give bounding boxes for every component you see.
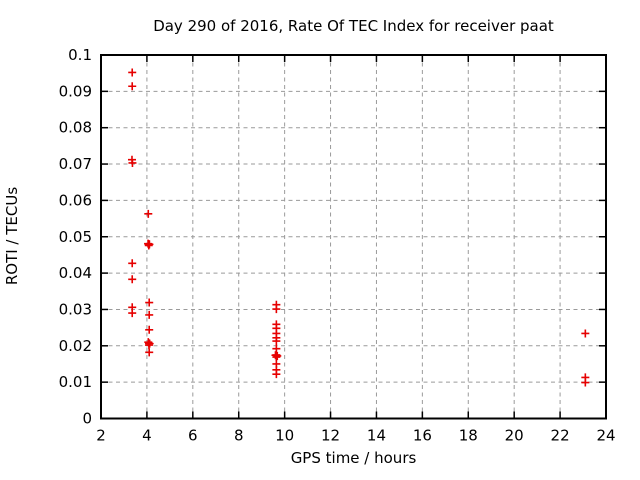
axis-tick-marks [100,54,607,420]
x-tick-label: 12 [321,427,340,445]
data-point-marker [128,309,137,318]
y-tick-label: 0.03 [59,300,92,318]
y-tick-label: 0.01 [59,373,92,391]
axis-tick-labels: 2 4 6 8 10 12 14 16 18 20 22 2400.010.020.030.040.0… [59,46,616,445]
data-point-marker [272,353,281,362]
chart-title: Day 290 of 2016, Rate Of TEC Index for r… [153,17,554,35]
y-tick-label: 0.1 [68,46,92,64]
x-tick-label: 22 [551,427,570,445]
x-tick-label: 2 [96,427,106,445]
x-tick-label: 18 [459,427,478,445]
data-point-marker [145,325,154,334]
data-point-marker [145,348,154,357]
data-point-marker [581,329,590,338]
y-tick-label: 0.09 [59,82,92,100]
data-point-marker [273,351,282,360]
x-tick-label: 6 [188,427,198,445]
x-tick-label: 8 [234,427,244,445]
data-point-marker [128,259,137,268]
data-point-marker [272,305,281,314]
y-tick-label: 0.04 [59,264,92,282]
data-point-marker [272,370,281,379]
x-tick-label: 16 [413,427,432,445]
x-tick-label: 4 [142,427,152,445]
x-tick-label: 14 [367,427,386,445]
data-point-marker [128,158,137,167]
data-point-marker [581,378,590,387]
y-tick-label: 0.08 [59,119,92,137]
x-tick-label: 10 [275,427,294,445]
x-axis-label: GPS time / hours [291,449,417,467]
data-point-marker [128,68,137,77]
x-tick-label: 24 [596,427,615,445]
data-point-marker [145,298,154,307]
y-tick-label: 0.02 [59,337,92,355]
x-tick-label: 20 [505,427,524,445]
y-tick-label: 0.06 [59,191,92,209]
data-point-marker [145,310,154,319]
data-point-marker [144,341,153,350]
grid-lines [101,55,606,419]
data-point-marker [144,241,153,250]
y-axis-label: ROTI / TECUs [3,187,21,285]
data-point-marker [144,209,153,218]
data-points [127,68,590,387]
y-tick-label: 0 [82,410,92,428]
y-tick-label: 0.05 [59,228,92,246]
y-tick-label: 0.07 [59,155,92,173]
data-point-marker [272,337,281,346]
data-point-marker [128,82,137,91]
data-point-marker [128,275,137,284]
